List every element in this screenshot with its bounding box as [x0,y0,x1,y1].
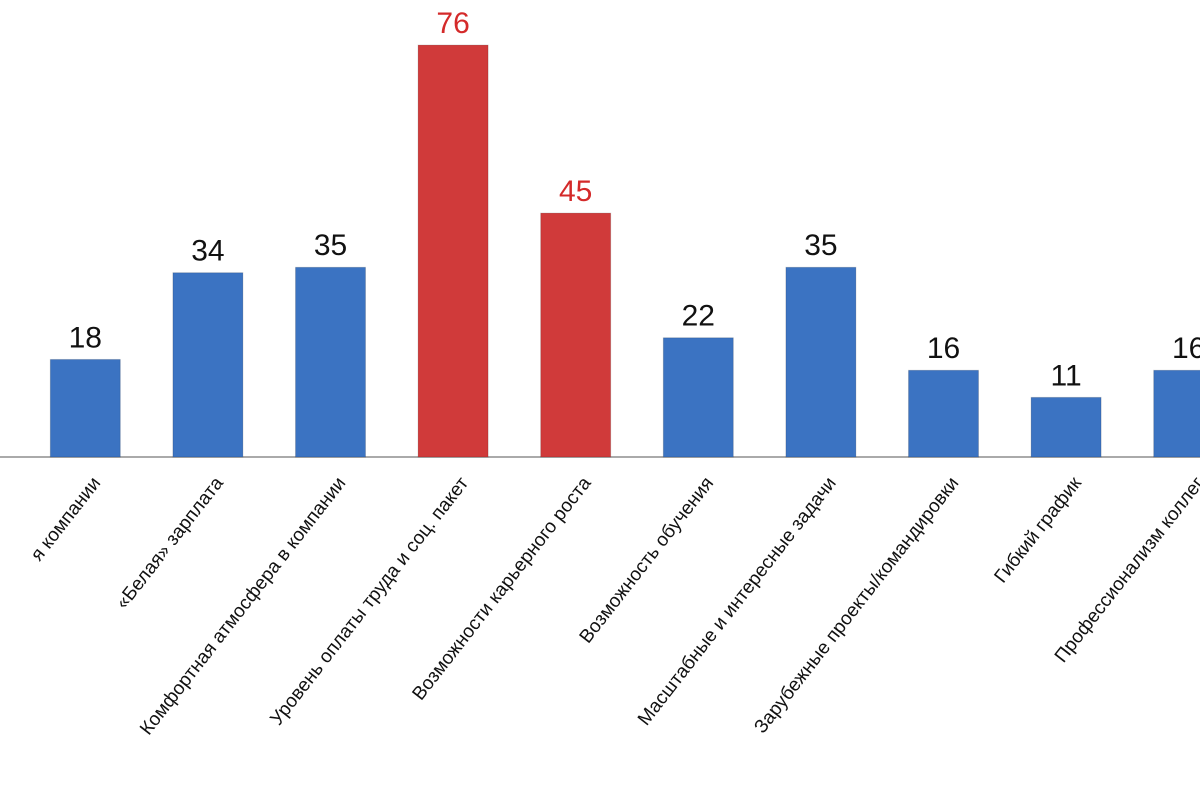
bar [785,266,857,458]
value-label: 22 [682,300,715,333]
bar [172,272,244,458]
value-label: 76 [436,7,469,40]
x-tick-label: Комфортная атмосфера в компании [136,473,350,739]
bar [540,212,612,458]
value-label: 35 [804,229,837,262]
x-tick-label: Возможность обучения [576,473,719,647]
x-tick-label: Уровень оплаты труда и соц. пакет [266,473,473,729]
bar [662,337,734,458]
bar [295,266,366,458]
value-label: 11 [1051,359,1082,392]
x-tick-label: Зарубежные проекты/командировки [750,473,963,737]
value-label: 45 [559,175,592,208]
bar [1030,396,1102,458]
bar [49,358,121,458]
x-tick-label: Масштабные и интересные задачи [634,473,841,729]
value-label: 35 [314,229,347,262]
bar [908,369,979,458]
value-label: 16 [1172,332,1200,365]
x-tick-label: «Белая» зарплата [112,473,228,613]
x-tick-label: Гибкий график [991,473,1087,587]
value-label: 34 [191,235,224,268]
value-label: 18 [69,321,102,354]
value-label: 16 [927,332,960,365]
bar [417,44,489,458]
x-tick-label: я компании [27,473,105,565]
bar [1153,369,1200,458]
